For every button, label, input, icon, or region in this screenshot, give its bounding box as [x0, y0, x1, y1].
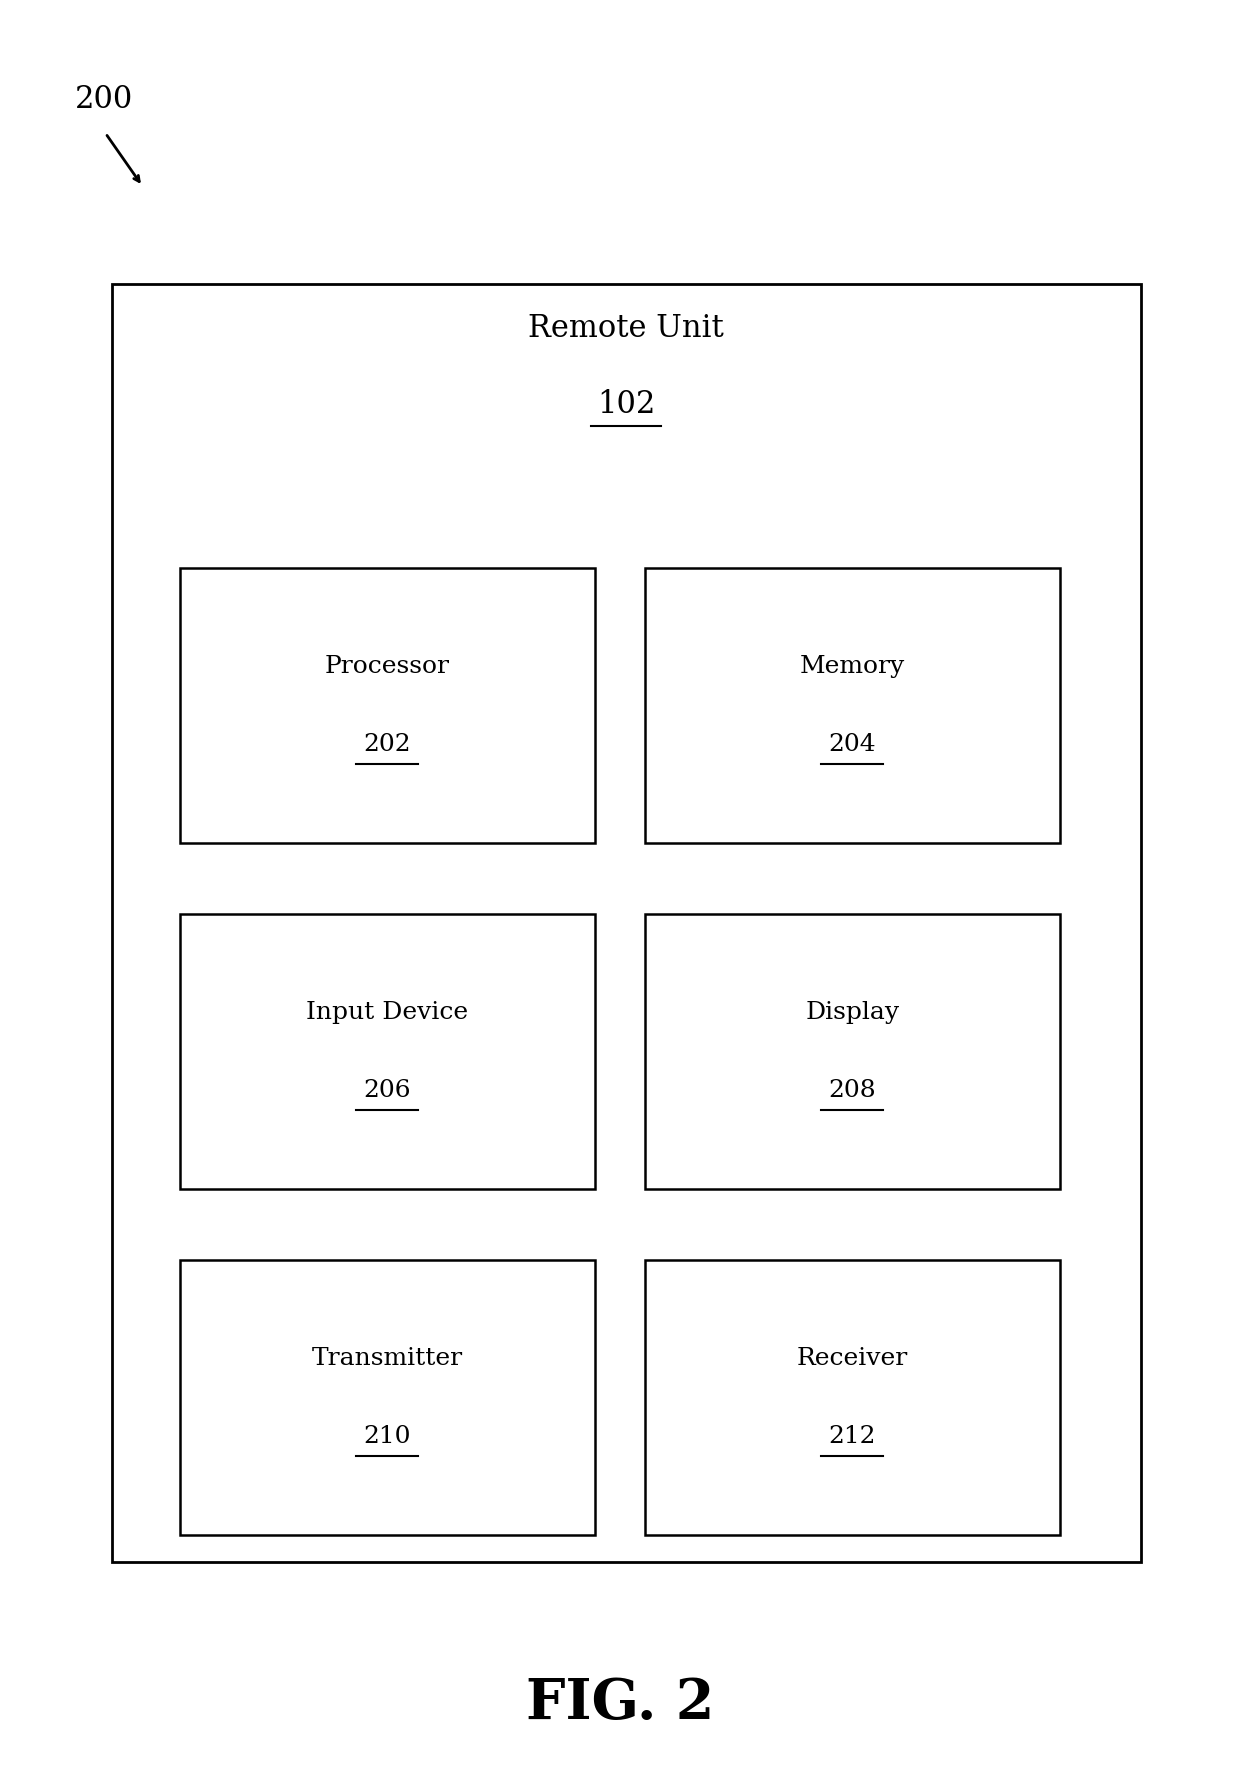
Text: Display: Display [806, 1001, 899, 1024]
Text: 210: 210 [363, 1425, 412, 1448]
Text: Processor: Processor [325, 655, 450, 678]
Text: 102: 102 [596, 389, 656, 421]
FancyBboxPatch shape [180, 568, 595, 843]
FancyBboxPatch shape [645, 1260, 1060, 1535]
Text: 202: 202 [363, 733, 412, 756]
FancyBboxPatch shape [112, 284, 1141, 1562]
Text: Input Device: Input Device [306, 1001, 469, 1024]
Text: Transmitter: Transmitter [312, 1347, 463, 1370]
Text: 212: 212 [828, 1425, 877, 1448]
Text: 200: 200 [74, 85, 133, 115]
FancyBboxPatch shape [645, 568, 1060, 843]
Text: 208: 208 [828, 1079, 877, 1102]
Text: FIG. 2: FIG. 2 [526, 1677, 714, 1731]
FancyBboxPatch shape [180, 1260, 595, 1535]
Text: Memory: Memory [800, 655, 905, 678]
FancyBboxPatch shape [645, 914, 1060, 1189]
Text: Receiver: Receiver [797, 1347, 908, 1370]
FancyBboxPatch shape [180, 914, 595, 1189]
Text: 204: 204 [828, 733, 877, 756]
Text: 206: 206 [363, 1079, 412, 1102]
Text: Remote Unit: Remote Unit [528, 312, 724, 344]
